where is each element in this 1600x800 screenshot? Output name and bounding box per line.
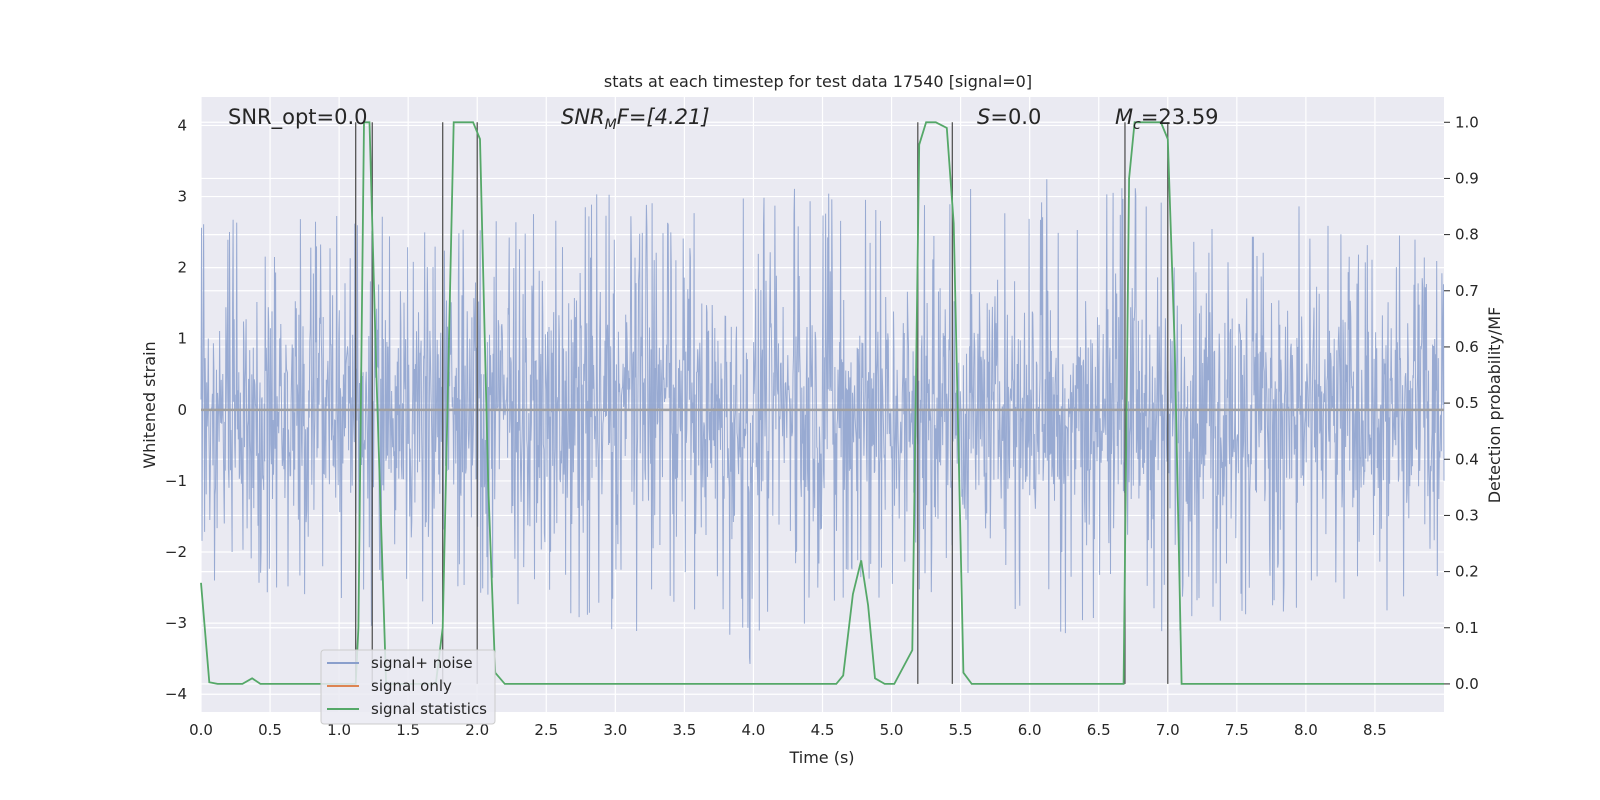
signal-statistics-series — [200, 121, 1444, 685]
x-axis-label: Time (s) — [788, 748, 854, 767]
noise-trace — [200, 179, 1445, 664]
x-tick-label-9: 4.5 — [811, 721, 835, 739]
y-left-tick-label-1: 3 — [177, 188, 187, 206]
y-left-axis-ticks: 4 3 2 1 0 −1 −2 −3 −4 — [165, 116, 187, 703]
legend: signal+ noise signal only signal statist… — [320, 649, 496, 725]
x-tick-label-10: 5.0 — [880, 721, 904, 739]
annotation-mc-sub: c — [1133, 117, 1141, 133]
x-tick-label-11: 5.5 — [949, 721, 973, 739]
y-right-axis-label: Detection probability/MF — [1485, 307, 1504, 504]
x-tick-label-17: 8.5 — [1363, 721, 1387, 739]
annotation-snr-mf-sub: M — [605, 117, 617, 133]
y-right-tick-label-1: 0.9 — [1455, 169, 1479, 187]
x-tick-label-1: 0.5 — [258, 721, 282, 739]
annotation-snr-mf-base: SNR — [561, 105, 605, 129]
x-tick-label-4: 2.0 — [465, 721, 489, 739]
y-right-tick-label-7: 0.3 — [1455, 506, 1479, 524]
x-tick-label-14: 7.0 — [1156, 721, 1180, 739]
legend-box — [320, 649, 496, 725]
annotation-mc-base: M — [1115, 105, 1133, 129]
y-right-tick-label-9: 0.1 — [1455, 619, 1479, 637]
y-right-tick-label-5: 0.5 — [1455, 394, 1479, 412]
y-left-tick-label-5: −1 — [165, 472, 187, 490]
y-right-tick-label-3: 0.7 — [1455, 282, 1479, 300]
annotation-s: S=0.0 — [977, 105, 1041, 129]
y-right-tick-label-0: 1.0 — [1455, 113, 1479, 131]
x-tick-label-6: 3.0 — [603, 721, 627, 739]
legend-label-signal: signal only — [371, 677, 452, 695]
y-left-axis-label: Whitened strain — [140, 341, 159, 468]
annotation-mc: Mc=23.59 — [1115, 105, 1219, 133]
y-right-tick-label-10: 0.0 — [1455, 675, 1479, 693]
x-tick-label-0: 0.0 — [189, 721, 213, 739]
signal-statistics-line — [200, 121, 1444, 685]
x-tick-label-13: 6.5 — [1087, 721, 1111, 739]
annotation-mc-rest: =23.59 — [1141, 105, 1219, 129]
x-tick-label-12: 6.0 — [1018, 721, 1042, 739]
x-tick-label-5: 2.5 — [534, 721, 558, 739]
y-right-tick-label-2: 0.8 — [1455, 226, 1479, 244]
x-axis-ticks: 0.0 0.5 1.0 1.5 2.0 2.5 3.0 3.5 4.0 4.5 5.0 5.5 6.0 6… — [189, 721, 1387, 739]
x-tick-label-7: 3.5 — [672, 721, 696, 739]
x-tick-label-8: 4.0 — [742, 721, 766, 739]
y-right-tick-label-8: 0.2 — [1455, 563, 1479, 581]
annotation-s-rest: =0.0 — [990, 105, 1041, 129]
annotation-snr-mf: SNRMF=[4.21] — [561, 105, 710, 133]
x-tick-label-2: 1.0 — [327, 721, 351, 739]
y-right-axis-ticks: 1.0 0.9 0.8 0.7 0.6 0.5 0.4 0.3 0.2 0.1 0.0 — [1444, 113, 1479, 693]
y-left-tick-label-8: −4 — [165, 685, 187, 703]
legend-label-noise: signal+ noise — [371, 654, 473, 672]
x-tick-label-16: 8.0 — [1294, 721, 1318, 739]
x-tick-label-3: 1.5 — [396, 721, 420, 739]
y-right-tick-label-6: 0.4 — [1455, 450, 1479, 468]
y-right-tick-label-4: 0.6 — [1455, 338, 1479, 356]
y-left-tick-label-3: 1 — [177, 330, 187, 348]
y-left-tick-label-6: −2 — [165, 543, 187, 561]
annotation-snr-mf-rest: F=[4.21] — [617, 105, 710, 129]
chart-title: stats at each timestep for test data 175… — [604, 72, 1032, 91]
noise-series — [200, 179, 1445, 664]
y-left-tick-label-7: −3 — [165, 614, 187, 632]
y-left-tick-label-0: 4 — [177, 116, 187, 134]
y-left-tick-label-4: 0 — [177, 401, 187, 419]
x-tick-label-15: 7.5 — [1225, 721, 1249, 739]
legend-label-stats: signal statistics — [371, 700, 487, 718]
annotation-snr-opt: SNR_opt=0.0 — [228, 105, 368, 130]
annotation-s-base: S — [977, 105, 990, 129]
y-left-tick-label-2: 2 — [177, 259, 187, 277]
